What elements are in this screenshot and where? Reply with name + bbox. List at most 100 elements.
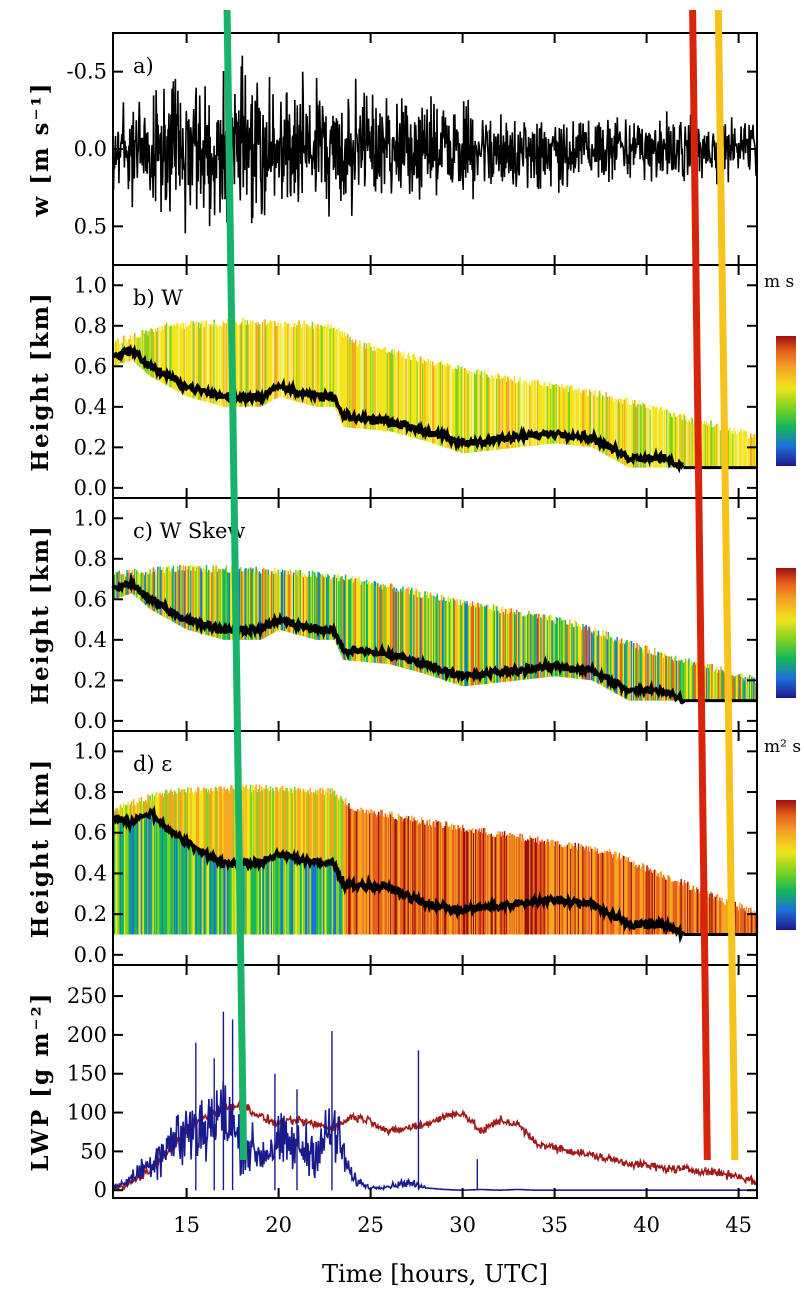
w-skew-column — [571, 623, 573, 679]
w-column — [665, 409, 667, 468]
colorbar-d — [776, 800, 796, 930]
w-skew-column — [415, 589, 417, 672]
w-skew-column — [753, 677, 755, 701]
w-skew-column — [202, 567, 204, 635]
w-skew-column — [444, 600, 446, 681]
w-skew-column — [397, 591, 400, 667]
w-skew-column — [400, 588, 402, 668]
epsilon-column — [364, 812, 367, 935]
w-skew-column — [510, 608, 512, 682]
y-tick-label: 0.0 — [74, 137, 107, 161]
epsilon-column — [680, 879, 682, 935]
epsilon-column — [321, 788, 324, 864]
w-skew-column — [494, 605, 497, 683]
w-skew-column — [666, 656, 668, 701]
w-column — [351, 339, 353, 428]
w-skew-column — [566, 624, 569, 678]
w-column — [751, 437, 753, 468]
w-column — [663, 409, 666, 468]
w-skew-column — [663, 652, 666, 701]
epsilon-column — [598, 852, 601, 935]
w-column — [624, 399, 626, 466]
epsilon-column — [353, 810, 356, 935]
epsilon-column — [648, 870, 650, 935]
w-skew-column — [660, 652, 663, 701]
w-skew-column — [497, 610, 499, 683]
w-column — [656, 406, 658, 468]
epsilon-column — [209, 855, 211, 935]
w-skew-column — [242, 571, 244, 640]
epsilon-column — [390, 814, 392, 935]
panel-b-marks — [112, 317, 796, 474]
w-column — [744, 430, 746, 468]
epsilon-column — [244, 863, 246, 935]
w-skew-column — [521, 616, 523, 680]
epsilon-column — [212, 791, 214, 858]
w-column — [669, 412, 671, 468]
w-skew-column — [407, 587, 410, 670]
w-skew-column — [586, 630, 589, 680]
w-skew-column — [181, 570, 183, 627]
w-skew-column — [195, 566, 198, 633]
w-skew-column — [468, 603, 470, 686]
epsilon-column — [315, 790, 317, 864]
epsilon-column — [339, 796, 341, 876]
w-column — [497, 372, 499, 450]
w-column — [469, 375, 472, 453]
epsilon-column — [465, 830, 467, 935]
w-column — [467, 373, 469, 453]
w-column — [598, 390, 601, 452]
w-column — [593, 395, 595, 449]
w-column — [387, 351, 390, 432]
w-skew-column — [249, 567, 252, 640]
panel-b-label: b) W — [133, 286, 183, 310]
epsilon-column — [440, 825, 443, 935]
w-skew-column — [329, 578, 331, 640]
w-column — [361, 346, 363, 429]
w-column — [241, 321, 243, 407]
epsilon-column — [184, 841, 187, 935]
w-column — [647, 407, 649, 468]
epsilon-column — [215, 858, 218, 935]
epsilon-column — [227, 790, 230, 864]
w-skew-column — [578, 626, 581, 679]
w-skew-column — [508, 608, 510, 682]
w-column — [465, 369, 467, 454]
epsilon-column — [232, 863, 234, 935]
epsilon-column — [230, 785, 232, 864]
w-column — [287, 323, 289, 400]
w-skew-column — [433, 595, 435, 677]
epsilon-column — [223, 863, 225, 935]
epsilon-column — [147, 813, 149, 935]
w-column — [276, 325, 278, 398]
w-column — [566, 385, 569, 445]
epsilon-column — [456, 829, 458, 935]
w-skew-column — [731, 675, 733, 701]
w-skew-column — [412, 591, 414, 671]
epsilon-column — [724, 904, 727, 935]
w-column — [419, 356, 422, 440]
epsilon-column — [436, 822, 438, 935]
w-column — [447, 365, 450, 449]
w-skew-column — [722, 670, 724, 701]
epsilon-column — [600, 851, 603, 935]
w-column — [206, 326, 209, 403]
w-skew-column — [456, 599, 458, 685]
w-column — [581, 393, 583, 447]
w-skew-column — [154, 569, 157, 613]
epsilon-column — [608, 849, 611, 935]
w-skew-column — [595, 630, 597, 683]
epsilon-column — [553, 846, 555, 935]
w-column — [275, 326, 277, 399]
w-skew-column — [623, 642, 625, 698]
w-skew-column — [361, 581, 363, 662]
epsilon-column — [165, 790, 168, 827]
w-skew-column — [254, 572, 256, 640]
w-skew-column — [416, 597, 419, 672]
w-column — [391, 349, 393, 432]
w-column — [712, 428, 714, 468]
w-column — [324, 324, 327, 407]
epsilon-column — [126, 805, 128, 821]
w-skew-column — [115, 571, 117, 599]
x-tick-label: 45 — [725, 1213, 752, 1237]
